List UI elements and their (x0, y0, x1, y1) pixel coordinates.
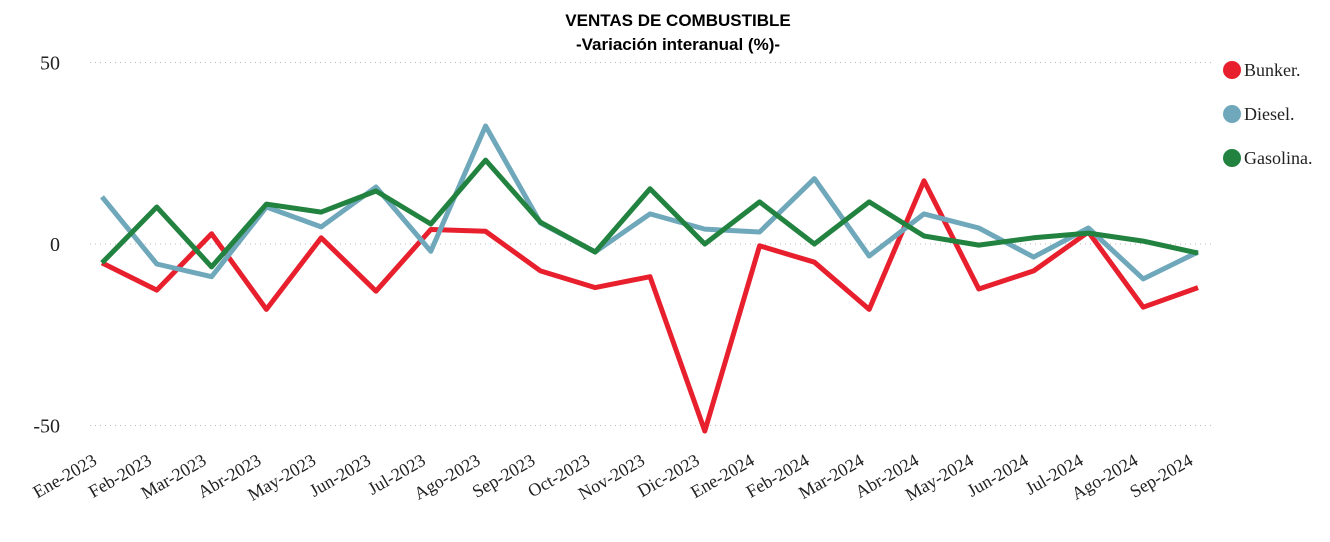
series-line (100, 178, 1199, 434)
chart-subtitle: -Variación interanual (%)- (576, 35, 780, 54)
legend-label: Diesel. (1244, 104, 1294, 124)
x-tick-label: Jun-2023 (306, 450, 374, 501)
chart-title: VENTAS DE COMBUSTIBLE (565, 11, 790, 30)
legend-marker (1223, 61, 1241, 79)
y-tick-label: 0 (50, 234, 60, 256)
x-tick-label: Sep-2024 (1126, 450, 1196, 502)
legend-label: Gasolina. (1244, 148, 1312, 168)
legend-marker (1223, 149, 1241, 167)
x-tick-label: Ene-2023 (29, 450, 100, 502)
x-tick-label: Ene-2024 (687, 450, 758, 502)
y-tick-label: -50 (33, 416, 60, 438)
series-line (100, 123, 1200, 282)
x-tick-label: Sep-2023 (469, 450, 539, 502)
legend-label: Bunker. (1244, 60, 1301, 80)
legend-marker (1223, 105, 1241, 123)
y-tick-label: 50 (40, 52, 60, 74)
x-tick-label: Jun-2024 (964, 450, 1032, 501)
series-line (100, 157, 1199, 270)
